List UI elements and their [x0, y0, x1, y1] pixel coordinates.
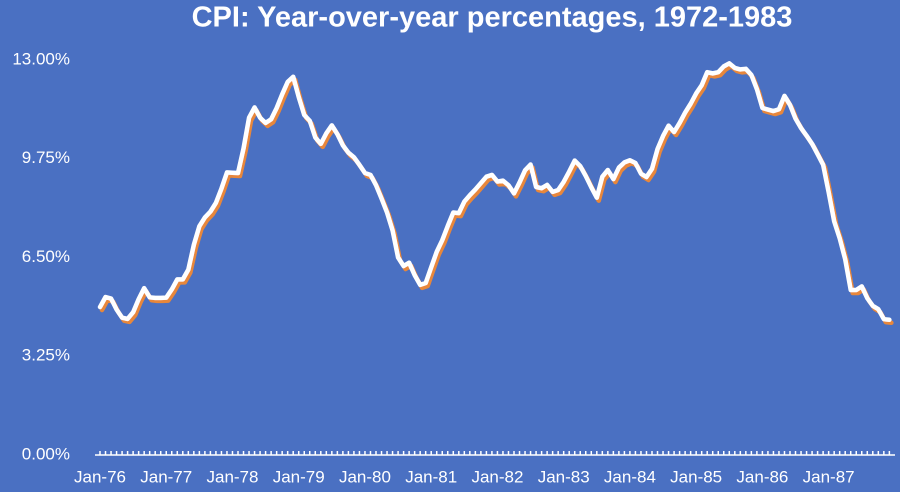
y-tick-label: 3.25%: [22, 346, 70, 365]
x-tick-label: Jan-85: [670, 467, 722, 486]
x-tick-label: Jan-82: [471, 467, 523, 486]
x-tick-label: Jan-79: [273, 467, 325, 486]
x-tick-label: Jan-80: [339, 467, 391, 486]
x-tick-label: Jan-77: [140, 467, 192, 486]
x-tick-label: Jan-86: [736, 467, 788, 486]
x-tick-label: Jan-84: [604, 467, 656, 486]
chart-title: CPI: Year-over-year percentages, 1972-19…: [192, 2, 793, 34]
x-tick-label: Jan-78: [206, 467, 258, 486]
x-tick-label: Jan-87: [803, 467, 855, 486]
y-tick-label: 9.75%: [22, 148, 70, 167]
y-tick-label: 13.00%: [12, 49, 70, 68]
x-tick-label: Jan-81: [405, 467, 457, 486]
x-tick-label: Jan-83: [538, 467, 590, 486]
cpi-line: [97, 61, 892, 323]
x-tick-label: Jan-76: [74, 467, 126, 486]
y-tick-label: 0.00%: [22, 444, 70, 463]
y-tick-label: 6.50%: [22, 247, 70, 266]
